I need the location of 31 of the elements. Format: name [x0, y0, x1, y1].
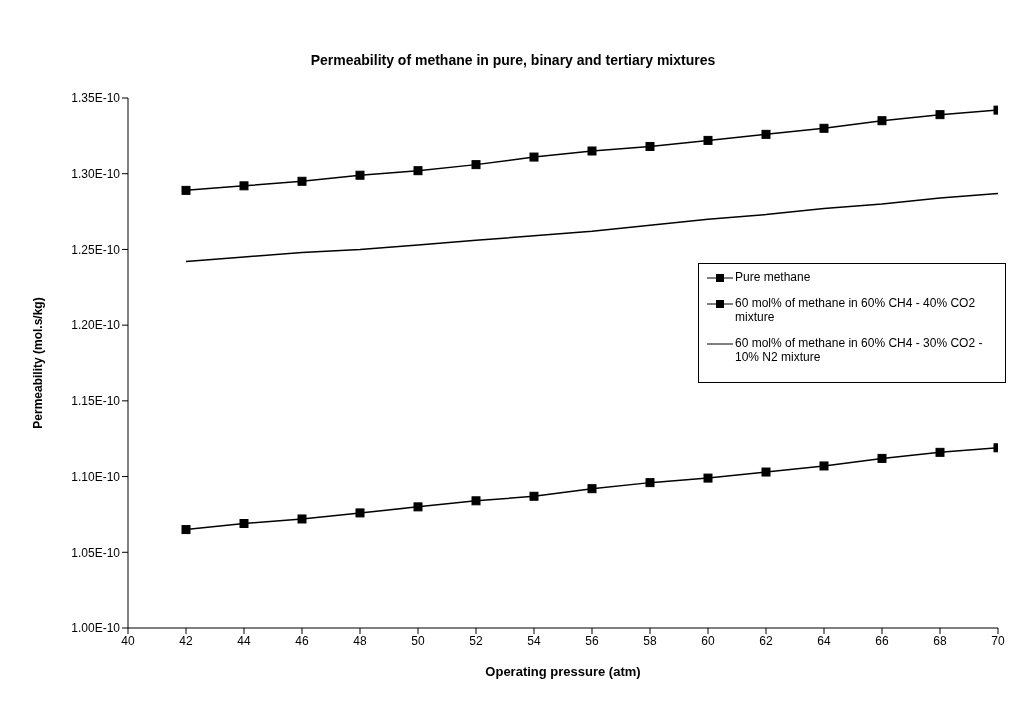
x-tick-label: 68 — [933, 633, 947, 648]
x-tick-label: 60 — [701, 633, 715, 648]
y-tick-label: 1.15E-10 — [71, 394, 121, 409]
x-tick-label: 56 — [585, 633, 599, 648]
x-tick-label: 58 — [643, 633, 657, 648]
y-axis-title: Permeability (mol.s/kg) — [31, 297, 46, 429]
y-tick-label: 1.25E-10 — [71, 242, 121, 257]
x-tick-label: 40 — [121, 633, 135, 648]
legend-label: 60 mol% of methane in 60% CH4 - 30% CO2 - 10% N2 mixture — [735, 336, 984, 364]
y-tick-label: 1.10E-10 — [71, 469, 121, 484]
y-tick-label: 1.30E-10 — [71, 166, 121, 181]
legend-label: Pure methane — [735, 270, 811, 284]
x-tick-label: 70 — [991, 633, 1005, 648]
chart-title: Permeability of methane in pure, binary and tertiary mixtures — [309, 52, 717, 68]
x-tick-label: 54 — [527, 633, 541, 648]
x-axis-title: Operating pressure (atm) — [485, 664, 641, 679]
x-tick-label: 62 — [759, 633, 773, 648]
y-tick-label: 1.05E-10 — [71, 545, 121, 560]
x-tick-label: 46 — [295, 633, 309, 648]
y-tick-label: 1.20E-10 — [71, 318, 121, 333]
x-tick-label: 44 — [237, 633, 251, 648]
x-tick-label: 42 — [179, 633, 193, 648]
line-series — [185, 192, 998, 263]
x-tick-label: 48 — [353, 633, 367, 648]
x-tick-label: 52 — [469, 633, 483, 648]
y-tick-label: 1.35E-10 — [71, 91, 121, 106]
x-tick-label: 66 — [875, 633, 889, 648]
x-tick-label: 64 — [817, 633, 831, 648]
x-tick-label: 50 — [411, 633, 425, 648]
y-tick-label: 1.00E-10 — [71, 621, 121, 636]
legend-label: 60 mol% of methane in 60% CH4 - 40% CO2 mixture — [735, 296, 977, 324]
